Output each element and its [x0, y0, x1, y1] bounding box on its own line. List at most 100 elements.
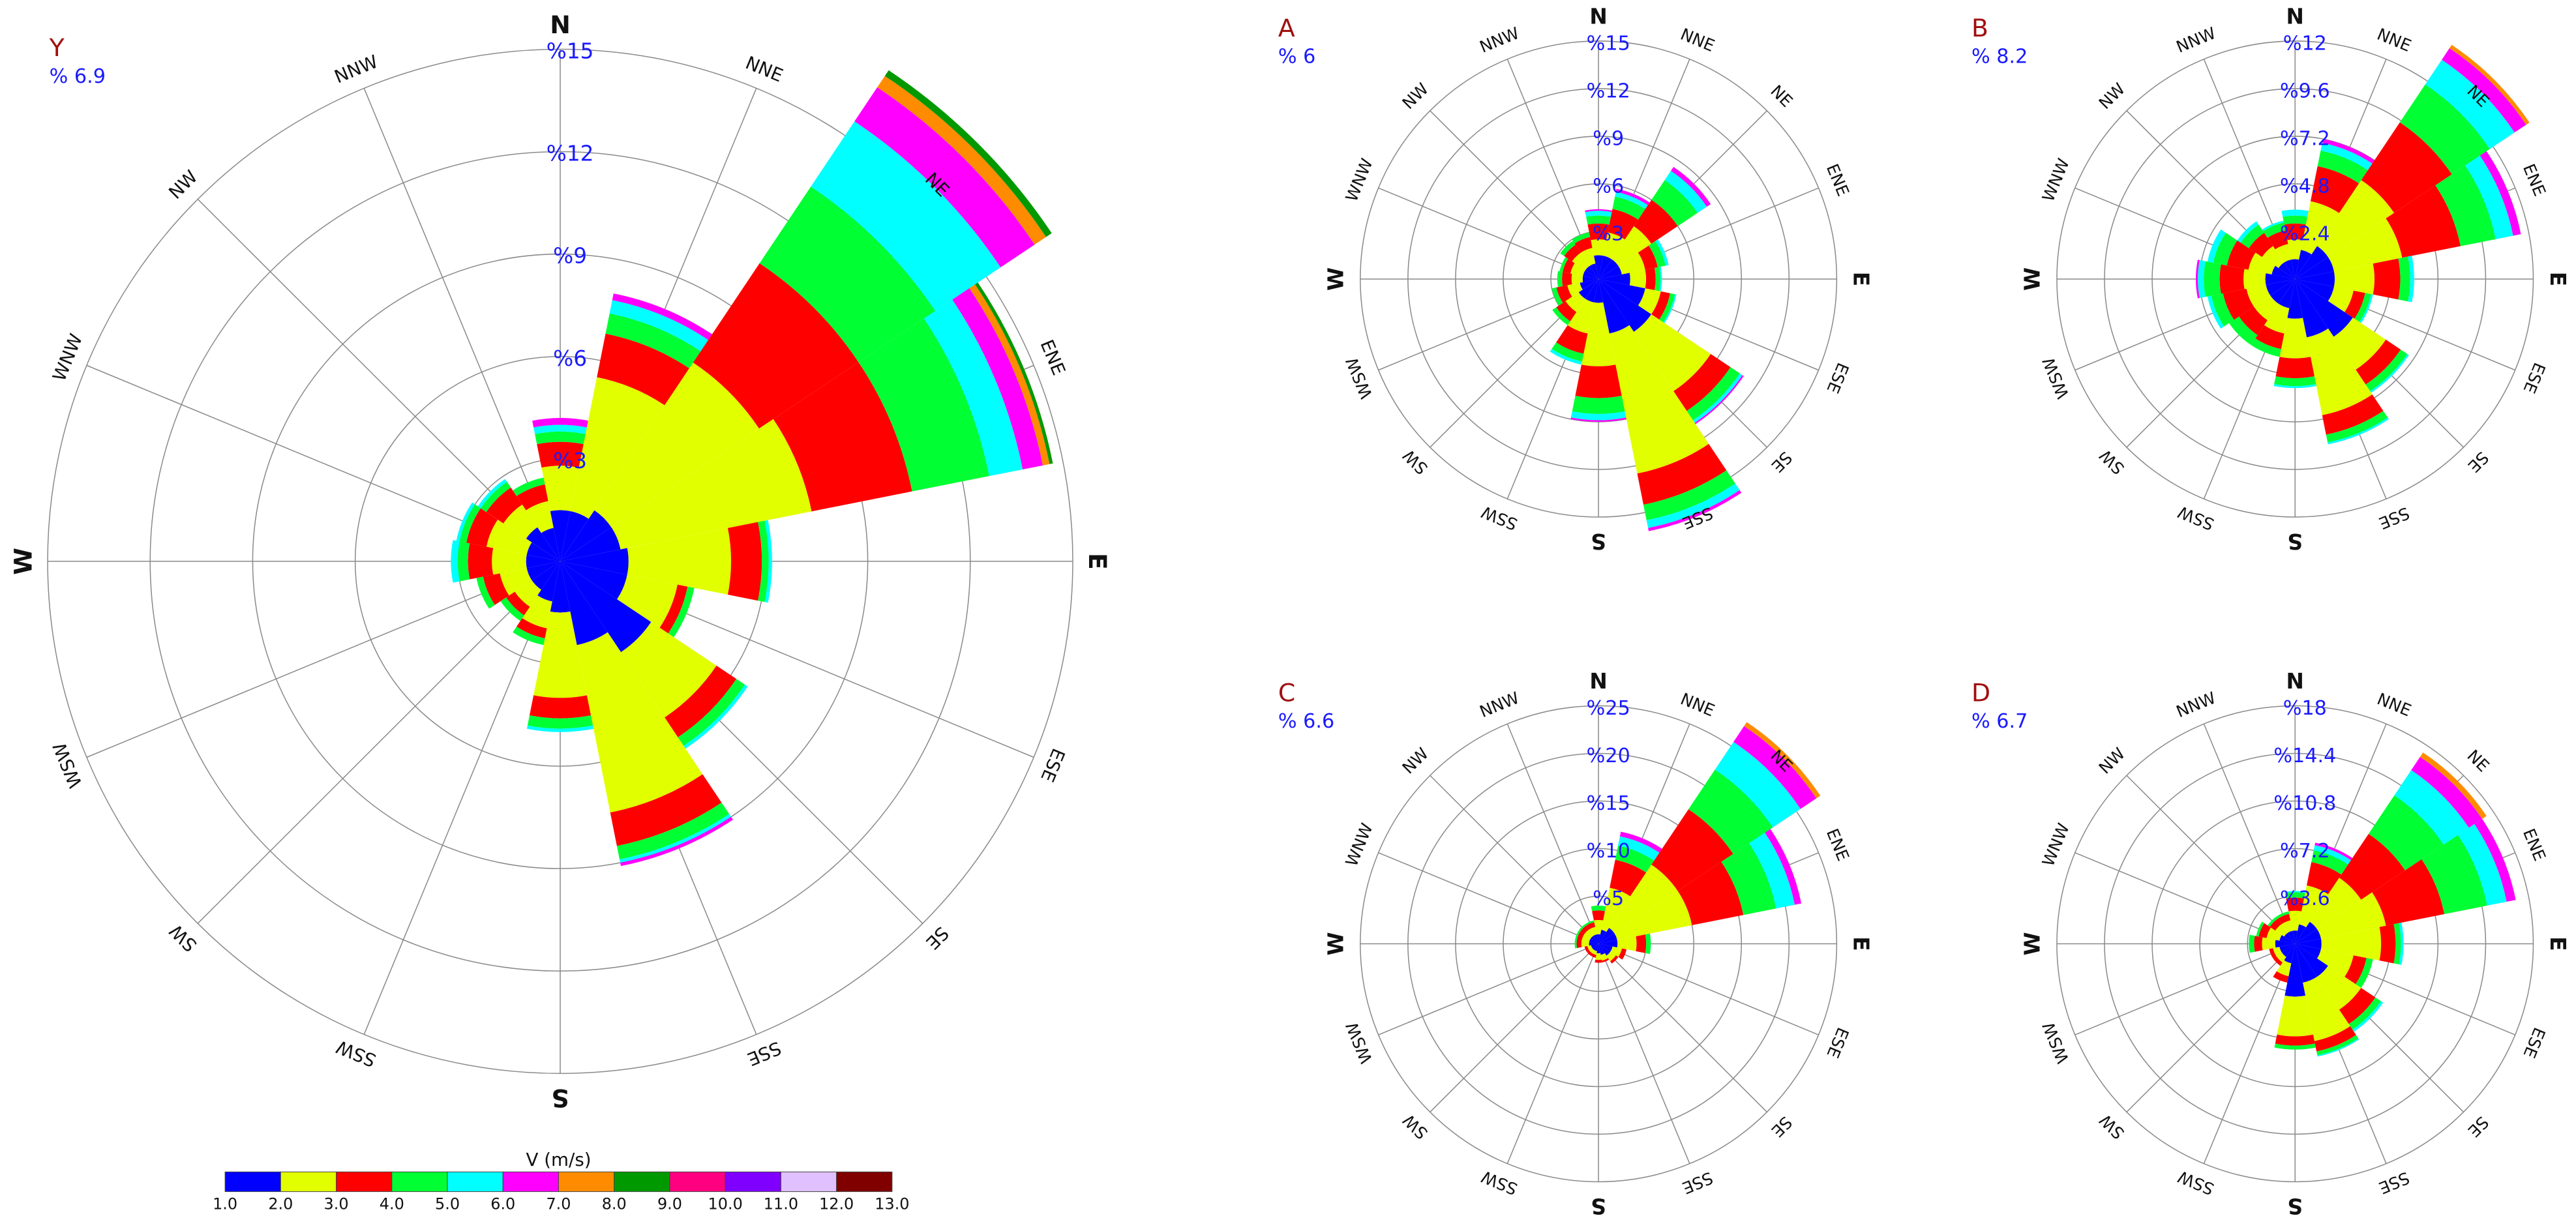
petal-segment — [1572, 252, 1590, 271]
petal-segment — [2322, 394, 2384, 435]
petal-segment — [481, 482, 511, 512]
petal-segment — [2372, 859, 2445, 926]
petal-segment — [2278, 262, 2296, 279]
petal-segment — [2287, 278, 2303, 319]
petal-segment — [526, 561, 561, 581]
cardinal-label: N — [1589, 669, 1607, 694]
petal-segment — [526, 554, 561, 569]
petal-segment — [2278, 278, 2296, 308]
petal-segment — [1655, 267, 1661, 291]
petal-segment — [2317, 180, 2395, 258]
petal-segment — [2295, 250, 2312, 279]
petal-segment — [1765, 829, 1802, 905]
petal-segment — [610, 774, 722, 846]
legend-swatch — [224, 1171, 281, 1193]
petal-segment — [500, 568, 532, 596]
petal-segment — [2301, 201, 2339, 255]
petal-segment — [2268, 916, 2279, 927]
petal-segment — [1581, 940, 1589, 947]
petal-segment — [2284, 932, 2296, 944]
petal-segment — [1586, 215, 1611, 225]
r-tick-label: %15 — [1587, 32, 1630, 55]
petal-segment — [1608, 209, 1638, 240]
legend-label: 10.0 — [708, 1195, 743, 1213]
petal-segment — [2249, 233, 2273, 258]
petal-segment — [2263, 222, 2286, 238]
legend-label: 5.0 — [435, 1195, 460, 1213]
petal-segment — [2314, 1026, 2356, 1052]
petal-segment — [2277, 911, 2290, 919]
petal-segment — [1592, 943, 1599, 951]
spoke — [1598, 943, 1690, 1164]
petal-segment — [2307, 862, 2342, 895]
petal-segment — [570, 377, 665, 519]
cardinal-label: S — [1591, 1194, 1606, 1219]
r-tick-label: %4.8 — [2280, 175, 2330, 198]
petal-segment — [1576, 939, 1582, 949]
petal-segment — [1648, 490, 1742, 531]
petal-segment — [1580, 278, 1599, 290]
petal-segment — [1598, 273, 1630, 286]
petal-segment — [2284, 943, 2296, 964]
petal-segment — [1596, 934, 1600, 944]
petal-segment — [2344, 290, 2365, 319]
petal-segment — [2271, 265, 2296, 279]
petal-segment — [1562, 272, 1572, 286]
petal-segment — [1574, 939, 1578, 949]
petal-segment — [2326, 411, 2388, 443]
petal-segment — [2277, 960, 2292, 977]
chart-title: A — [1278, 14, 1295, 42]
petal-segment — [1634, 200, 1678, 244]
r-tick-label: %20 — [1587, 745, 1630, 767]
petal-segment — [1609, 865, 1678, 934]
petal-segment — [1618, 948, 1627, 960]
chart-title: B — [1971, 14, 1988, 42]
petal-segment — [1598, 943, 1605, 955]
petal-segment — [877, 76, 1047, 245]
petal-segment — [1551, 287, 1563, 306]
petal-segment — [952, 288, 1043, 469]
petal-segment — [2321, 927, 2382, 961]
cardinal-label: E — [2545, 272, 2570, 286]
petal-segment — [2287, 930, 2296, 944]
petal-segment — [1598, 928, 1615, 944]
cardinal-label: W — [1324, 267, 1349, 291]
petal-segment — [1559, 257, 1568, 273]
petal-segment — [621, 622, 717, 718]
petal-segment — [1618, 252, 1645, 274]
legend-swatch — [836, 1171, 893, 1193]
petal-segment — [527, 715, 593, 729]
petal-segment — [483, 573, 509, 605]
spoke — [2126, 775, 2296, 945]
petal-segment — [2344, 955, 2367, 985]
petal-segment — [1601, 887, 1630, 932]
petal-segment — [2352, 1001, 2384, 1032]
petal-segment — [612, 293, 712, 340]
petal-segment — [2281, 209, 2309, 217]
petal-segment — [1586, 950, 1593, 956]
legend-label: 12.0 — [819, 1195, 854, 1213]
petal-segment — [2295, 943, 2322, 958]
calm-label: % 6.7 — [1971, 710, 2028, 733]
petal-segment — [2295, 921, 2317, 944]
petal-segment — [2254, 936, 2263, 952]
petal-segment — [2361, 122, 2452, 213]
petal-segment — [560, 561, 627, 600]
petal-segment — [2226, 240, 2256, 270]
petal-segment — [1570, 417, 1626, 422]
petal-segment — [500, 597, 524, 621]
legend-swatch — [780, 1171, 837, 1193]
petal-segment — [2284, 891, 2306, 893]
legend-label: 4.0 — [380, 1195, 404, 1213]
petal-segment — [1643, 470, 1735, 520]
petal-segment — [2276, 952, 2286, 963]
petal-segment — [2356, 339, 2401, 385]
petal-segment — [1598, 929, 1607, 944]
petal-segment — [1593, 919, 1604, 935]
petal-segment — [1587, 945, 1593, 951]
petal-segment — [1606, 951, 1616, 962]
petal-segment — [1589, 942, 1599, 946]
petal-segment — [1593, 255, 1604, 279]
petal-segment — [1636, 934, 1647, 953]
